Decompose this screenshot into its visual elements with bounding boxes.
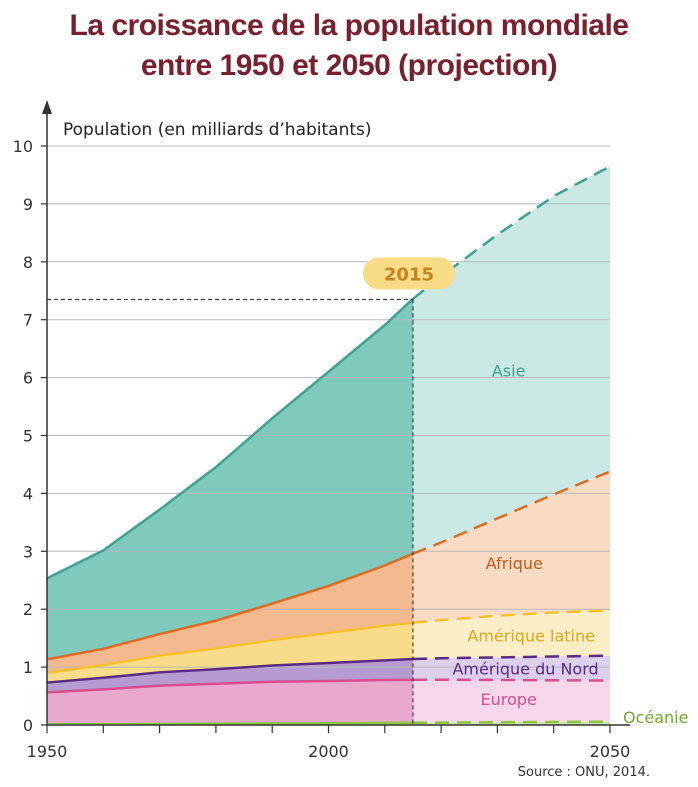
area-afrique-projection xyxy=(412,471,610,623)
line-oceanie-projection xyxy=(412,720,611,724)
y-tick-label-9: 9 xyxy=(23,195,33,214)
x-tick-label-2050: 2050 xyxy=(590,742,631,761)
y-tick-label-10: 10 xyxy=(13,137,33,156)
series-label-afrique: Afrique xyxy=(486,554,543,573)
line-amerique-du-nord-projection xyxy=(412,654,611,661)
x-tick-label-2000: 2000 xyxy=(308,742,349,761)
y-tick-label-4: 4 xyxy=(23,484,33,503)
series-areas xyxy=(47,166,610,725)
chart-title-line-1: La croissance de la population mondiale xyxy=(69,9,629,42)
y-tick-label-7: 7 xyxy=(23,311,33,330)
area-europe xyxy=(47,679,413,725)
area-asie-projection xyxy=(412,166,610,554)
y-axis-label: Population (en milliards d’habitants) xyxy=(63,120,372,140)
line-asie xyxy=(46,297,414,580)
x-tick-label-1950: 1950 xyxy=(27,742,68,761)
axes: 0 1 2 3 4 5 6 7 8 9 10 1950 2000 2050 Population (en m… xyxy=(13,100,631,761)
chart-title-line-2: entre 1950 et 2050 (projection) xyxy=(140,49,558,82)
y-tick-label-6: 6 xyxy=(23,369,33,388)
y-tick-label-2: 2 xyxy=(23,600,33,619)
series-label-asie: Asie xyxy=(492,361,526,380)
source-note: Source : ONU, 2014. xyxy=(517,765,650,780)
line-afrique xyxy=(46,552,414,661)
line-afrique-projection xyxy=(412,470,611,555)
series-label-amerique-du-nord: Amérique du Nord xyxy=(452,660,598,679)
series-labels: 2015 Europe Amérique du Nord Amérique latin… xyxy=(362,257,688,727)
y-tick-label-8: 8 xyxy=(23,253,33,272)
line-amerique-latine-projection xyxy=(412,609,611,624)
label-2015-badge xyxy=(362,257,455,290)
y-axis-arrow-icon xyxy=(42,100,52,114)
y-tick-label-1: 1 xyxy=(23,658,33,677)
label-2015-text: 2015 xyxy=(384,264,434,285)
area-asie xyxy=(47,298,413,660)
series-label-oceanie: Océanie xyxy=(623,708,688,727)
line-oceanie xyxy=(46,721,413,726)
area-amerique-du-nord-projection xyxy=(412,655,610,681)
y-tick-label-3: 3 xyxy=(23,542,33,561)
area-europe-projection xyxy=(412,679,610,723)
y-tick-label-0: 0 xyxy=(23,716,33,735)
chart-title: La croissance de la population mondiale … xyxy=(0,6,698,86)
area-amerique-latine-projection xyxy=(412,610,610,660)
series-label-europe: Europe xyxy=(481,690,537,709)
grid-lines xyxy=(47,145,610,668)
line-amerique-latine xyxy=(46,621,414,674)
line-europe xyxy=(46,678,413,694)
area-afrique xyxy=(47,553,413,673)
series-label-amerique-latine: Amérique latine xyxy=(467,626,595,645)
line-amerique-du-nord xyxy=(46,657,414,684)
y-tick-label-5: 5 xyxy=(23,427,33,446)
line-europe-projection xyxy=(412,678,611,682)
